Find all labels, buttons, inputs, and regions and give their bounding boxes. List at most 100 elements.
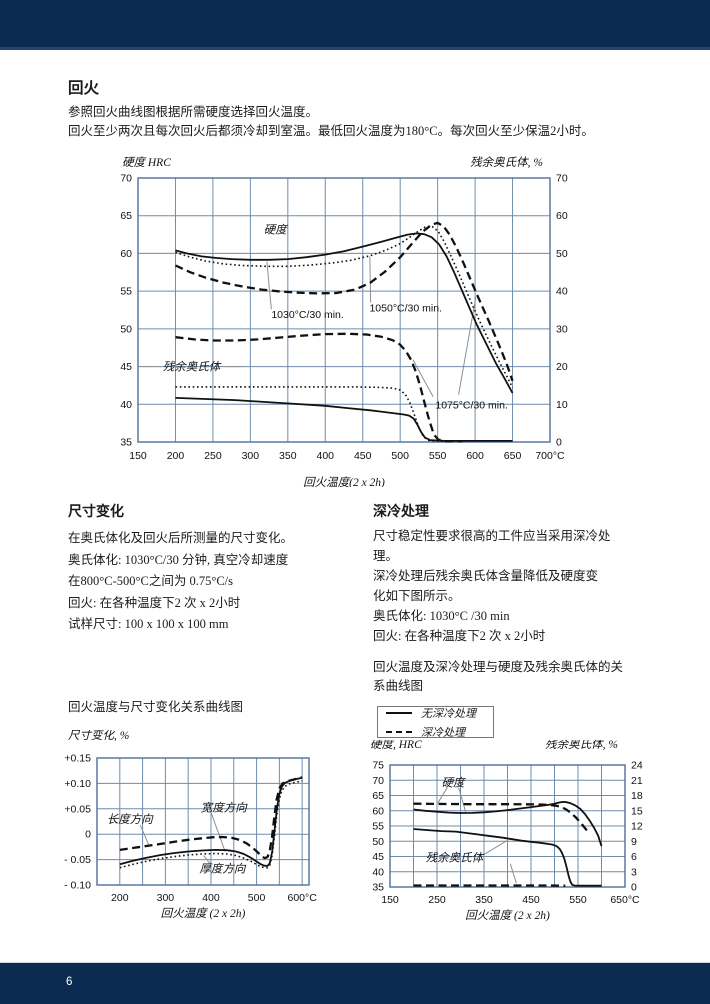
tick-label-x: 150	[129, 450, 147, 462]
tick-label-x: 300	[242, 450, 260, 462]
tick-label-y-left: 55	[372, 821, 384, 833]
tick-label-y-left: 45	[120, 361, 132, 373]
annotation-leader-line	[483, 839, 509, 856]
tick-label-y-right: 9	[631, 836, 637, 848]
section-title-cryogenic: 深冷处理	[373, 505, 429, 520]
tick-label-x: 400	[202, 892, 220, 904]
tick-label-x: 200	[111, 892, 129, 904]
y-axis-title-right: 残余奥氏体, %	[470, 156, 543, 169]
y-axis-title-right: 残余奥氏体, %	[545, 740, 618, 751]
tick-label-y-left: 40	[120, 399, 132, 411]
tick-label-x: 300	[157, 892, 175, 904]
tick-label-y-left: 65	[120, 210, 132, 222]
tick-label-y-right: 30	[556, 323, 568, 335]
curve-annotation: 残余奥氏体	[426, 852, 485, 865]
annotation-leader-line	[412, 359, 434, 397]
annotation-leader-line	[458, 787, 467, 813]
plot-border	[96, 757, 310, 886]
body-line: 奥氏体化: 1030°C /30 min	[373, 609, 510, 623]
legend-item-no-cryo: 无深冷处理	[386, 705, 493, 721]
plot-border	[389, 764, 626, 888]
tick-label-x: 150	[381, 894, 399, 906]
tick-label-x: 500	[391, 450, 409, 462]
x-axis-title: 回火温度 (2 x 2h)	[465, 909, 550, 922]
tick-label-y-right: 0	[556, 437, 562, 449]
legend-label: 无深冷处理	[421, 707, 476, 720]
tick-label-y-left: 55	[120, 286, 132, 298]
tick-label-y-left: 75	[372, 760, 384, 772]
tick-label-x: 450	[354, 450, 372, 462]
series-curve	[175, 232, 514, 394]
body-line: 化如下图所示。	[373, 589, 461, 603]
tick-label-y-left: 45	[372, 851, 384, 863]
tick-label-y-left: 50	[372, 836, 384, 848]
annotation-leader-line	[509, 863, 517, 884]
tick-label-x: 550	[569, 894, 587, 906]
curve-annotation: 长度方向	[107, 813, 154, 826]
tick-label-y-left: 60	[372, 805, 384, 817]
body-line: 奥氏体化: 1030°C/30 分钟, 真空冷却速度	[68, 552, 289, 567]
x-axis-title: 回火温度(2 x 2h)	[303, 476, 385, 487]
tempering-curves-svg: 150 200 250 300 350 400 450 500 550 600 650 700°C70…	[120, 156, 568, 489]
y-axis-title-left: 硬度, HRC	[370, 740, 422, 751]
tick-label-x: 400	[317, 450, 335, 462]
tempering-curves-chart: 150 200 250 300 350 400 450 500 550 600 650 700°C 70…	[60, 152, 600, 492]
annotation-leader-line	[210, 812, 226, 852]
section-title-tempering: 回火	[68, 80, 100, 97]
body-line: 回火: 在各种温度下2 次 x 2小时	[68, 595, 241, 610]
tick-label-y-right: 70	[556, 173, 568, 185]
tick-label-x: 600°C	[288, 892, 318, 904]
tempering-intro: 参照回火曲线图根据所需硬度选择回火温度。 回火至少两次且每次回火后都须冷却到室温…	[68, 103, 594, 140]
curve-annotation: 1030°C/30 min.	[271, 309, 344, 321]
tick-label-y-left: - 0.05	[64, 854, 91, 866]
tick-label-y-left: +0.15	[64, 753, 91, 765]
annotation-leader-line	[203, 855, 211, 864]
body-line: 理。	[373, 549, 399, 563]
dimensional-change-body: 在奥氏体化及回火后所测量的尺寸变化。 奥氏体化: 1030°C/30 分钟, 真…	[68, 528, 293, 636]
curve-annotation: 厚度方向	[199, 863, 246, 876]
dimensional-change-chart: 200 300 400 500 600°C +0.15 +0.10 +0.05 0 - 0.05 -…	[55, 729, 335, 930]
tick-label-y-right: 21	[631, 775, 643, 787]
x-axis-title: 回火温度 (2 x 2h)	[161, 907, 246, 920]
tick-label-y-right: 50	[556, 248, 568, 260]
caption-line: 系曲线图	[373, 678, 424, 693]
cryo-treatment-curves-svg: 150 250 350 450 550 650°C75706560555045403524…	[370, 738, 643, 922]
curve-annotation: 硬度	[441, 776, 466, 789]
tick-label-y-right: 3	[631, 866, 637, 878]
curve-annotation: 残余奥氏体	[163, 361, 222, 374]
tick-label-y-right: 40	[556, 286, 568, 298]
series-curve	[175, 386, 444, 442]
y-axis-title-left: 硬度 HRC	[122, 156, 171, 169]
tick-label-y-right: 20	[556, 361, 568, 373]
caption-line: 回火温度及深冷处理与硬度及残余奥氏体的关	[373, 660, 624, 674]
tick-label-y-left: +0.10	[64, 778, 91, 790]
series-curve	[413, 801, 603, 847]
cryo-chart-caption: 回火温度及深冷处理与硬度及残余奥氏体的关 系曲线图	[373, 658, 623, 695]
tick-label-x: 600	[466, 450, 484, 462]
tick-label-y-right: 24	[631, 760, 643, 772]
tempering-intro-line: 回火至少两次且每次回火后都须冷却到室温。最低回火温度为180°C。每次回火至少保…	[68, 123, 594, 138]
series-curve	[119, 776, 303, 867]
body-line: 深冷处理后残余奥氏体含量降低及硬度变	[373, 569, 599, 583]
tempering-intro-line: 参照回火曲线图根据所需硬度选择回火温度。	[68, 105, 319, 119]
body-line: 回火: 在各种温度下2 次 x 2小时	[373, 629, 546, 643]
tick-label-y-right: 6	[631, 851, 637, 863]
curve-annotation: 硬度	[264, 223, 289, 236]
dimensional-change-svg: 200 300 400 500 600°C +0.15 +0.10 +0.05 0 - 0.05 -…	[64, 729, 318, 920]
series-curve	[175, 332, 463, 443]
annotation-leader-line	[266, 261, 272, 310]
header-bar	[0, 0, 710, 50]
series-curve	[413, 802, 590, 833]
series-curve	[175, 221, 514, 382]
tick-label-x: 650	[504, 450, 522, 462]
tick-label-y-left: +0.05	[64, 803, 91, 815]
tick-label-x: 550	[429, 450, 447, 462]
body-line: 尺寸稳定性要求很高的工件应当采用深冷处	[373, 529, 611, 543]
body-line: 试样尺寸: 100 x 100 x 100 mm	[68, 617, 229, 631]
legend-item-cryo: 深冷处理	[386, 724, 493, 740]
tick-label-y-right: 0	[631, 882, 637, 894]
tick-label-x: 250	[204, 450, 222, 462]
tick-label-y-left: 60	[120, 248, 132, 260]
tick-label-x: 350	[475, 894, 493, 906]
